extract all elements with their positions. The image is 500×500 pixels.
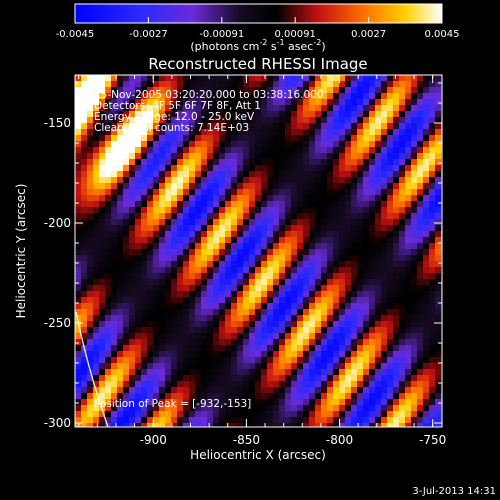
y-tick-label: -300 — [44, 416, 71, 430]
x-axis-label: Heliocentric X (arcsec) — [190, 448, 326, 462]
peak-position-label: Position of Peak = [-932,-153] — [94, 398, 251, 410]
heatmap-image — [75, 75, 442, 427]
info-line-detectors: Detectors: 4F 5F 6F 7F 8F, Att 1 — [94, 100, 261, 112]
colorbar — [74, 3, 443, 24]
info-line-time: 15-Nov-2005 03:20:20.000 to 03:38:16.000 — [94, 89, 324, 101]
colorbar-tick-label: 0.0027 — [351, 29, 386, 40]
colorbar-tick-label: -0.0027 — [129, 29, 168, 40]
info-line-energy: Energy Range: 12.0 - 25.0 keV — [94, 111, 255, 123]
solar-limb-curve — [75, 311, 109, 427]
colorbar-ticks: -0.0045 -0.0027 -0.00091 0.00091 0.0027 0.004… — [56, 17, 460, 40]
x-tick-label: -900 — [140, 433, 167, 447]
footer-date: 3-Jul-2013 14:31 — [412, 486, 496, 497]
y-tick-label: -250 — [44, 316, 71, 330]
x-tick-label: -850 — [233, 433, 260, 447]
axis-ticks: -900 -850 -800 -750 -150 -200 -250 -300 — [44, 75, 446, 447]
colorbar-tick-label: 0.00091 — [275, 29, 316, 40]
y-tick-label: -200 — [44, 216, 71, 230]
info-line-clean: Clean Total counts: 7.14E+03 — [94, 122, 249, 134]
plot-frame — [74, 74, 443, 428]
y-axis-label: Heliocentric Y (arcsec) — [14, 184, 28, 319]
chart-title: Reconstructed RHESSI Image — [148, 55, 367, 73]
colorbar-tick-label: -0.0045 — [56, 29, 95, 40]
y-tick-label: -150 — [44, 116, 71, 130]
x-tick-label: -800 — [326, 433, 353, 447]
colorbar-tick-label: -0.00091 — [199, 29, 244, 40]
colorbar-unit-label: (photons cm-2 s-1 asec-2) — [190, 38, 325, 53]
colorbar-tick-label: 0.0045 — [425, 29, 460, 40]
x-tick-label: -750 — [419, 433, 446, 447]
